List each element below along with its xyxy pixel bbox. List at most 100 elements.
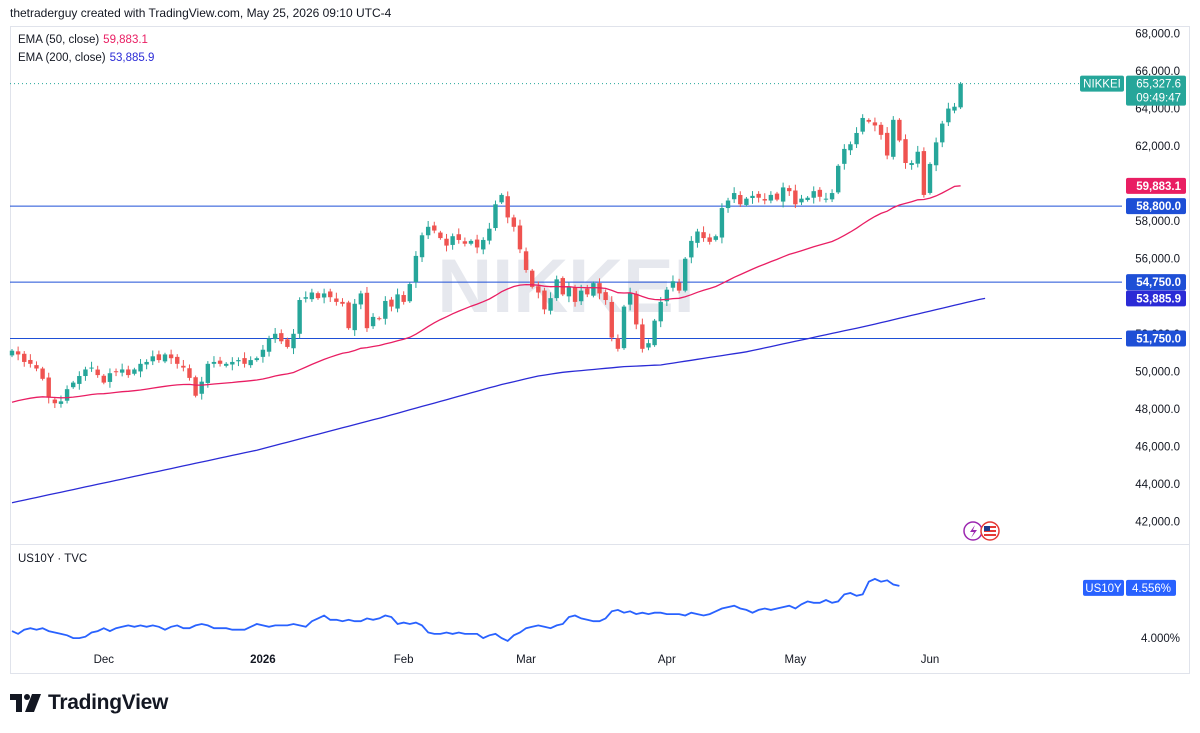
candle-body [744, 198, 749, 205]
candle-body [34, 365, 39, 369]
candle-body [707, 237, 712, 242]
tradingview-logo-icon [10, 694, 41, 712]
x-tick-label: Mar [516, 654, 536, 666]
x-tick-label: Apr [658, 654, 676, 666]
candle-body [878, 124, 884, 135]
candle-body [646, 343, 651, 348]
candle-body [309, 292, 315, 300]
candle-body [872, 122, 878, 126]
candle-body [799, 198, 804, 203]
ema200-price-tag-text: 53,885.9 [1136, 293, 1181, 305]
candle-body [946, 108, 951, 123]
candle-body [725, 200, 731, 209]
candle-body [266, 338, 272, 352]
candle-body [285, 339, 290, 347]
hline-price-tag-2-bg [1126, 274, 1186, 291]
candle-body [181, 365, 186, 368]
candle-body [138, 363, 143, 372]
hline-price-tag-3: 51,750.0 [1126, 330, 1186, 347]
candle-body [505, 196, 510, 218]
candle-body [756, 193, 761, 198]
ema50-line [11, 185, 961, 403]
candle-body [823, 198, 829, 200]
candle-body [58, 401, 64, 404]
candle-body [156, 354, 162, 361]
candle-body [542, 290, 547, 310]
candle-body [658, 301, 663, 322]
candle-body [199, 381, 204, 394]
candle-body [701, 232, 706, 239]
us10y-legend-label: US10Y · TVC [18, 553, 88, 565]
candle-body [242, 358, 247, 364]
ema50-price-tag-text: 59,883.1 [1136, 181, 1181, 193]
nikkei-price-tag: 65,327.6 [1136, 79, 1181, 91]
candle-body [891, 119, 896, 157]
candle-body [40, 368, 45, 379]
candle-body [842, 148, 847, 164]
candle-body [224, 363, 229, 366]
candle-body [603, 292, 608, 301]
candle-body [609, 301, 614, 338]
candle-body [897, 119, 902, 141]
candle-body [768, 194, 774, 201]
ema50-price-tag: 59,883.1 [1126, 177, 1186, 194]
candle-body [958, 83, 963, 108]
ema200-line [11, 297, 986, 504]
us10y-price-tag-bg [1126, 579, 1176, 596]
candle-body [211, 361, 217, 364]
candle-body [389, 299, 394, 307]
candle-body [413, 255, 419, 283]
candle-body [780, 187, 786, 202]
ema50-legend[interactable]: EMA (50, close) 59,883.1 [18, 34, 148, 46]
x-tick-label: Jun [921, 654, 940, 666]
candle-body [499, 194, 504, 203]
candle-body [474, 239, 480, 248]
candle-body [634, 293, 639, 325]
tradingview-logo[interactable]: TradingView [10, 690, 168, 716]
candle-body [321, 293, 327, 298]
nikkei-countdown: 09:49:47 [1136, 93, 1181, 105]
hline-price-tag-3-text: 51,750.0 [1136, 333, 1181, 345]
candle-body [933, 142, 939, 166]
us10y-legend[interactable]: US10Y · TVC [18, 553, 87, 565]
candle-body [578, 290, 584, 302]
candle-body [217, 360, 223, 364]
candle-body [548, 298, 553, 311]
candle-body [689, 240, 694, 258]
nikkei-symbol-tag: NIKKEI [1083, 79, 1121, 91]
candle-body [370, 316, 376, 327]
ema200-legend-value: 53,885.9 [109, 52, 155, 64]
candle-body [731, 193, 737, 200]
candle-body [126, 369, 131, 376]
x-tick-label: May [784, 654, 806, 666]
hline-price-tag-1: 58,800.0 [1126, 198, 1186, 215]
candle-body [15, 351, 21, 355]
candle-body [481, 239, 486, 250]
candle-body [346, 302, 351, 329]
candle-body [927, 163, 933, 193]
candle-body [230, 361, 235, 365]
us10y-y-tick-label: 4.000% [1141, 633, 1180, 645]
candle-body [468, 240, 474, 244]
candle-body [462, 241, 468, 244]
y-tick-label: 64,000.0 [1135, 104, 1180, 116]
candle-body [297, 300, 302, 334]
candle-body [774, 193, 780, 200]
candle-body [652, 320, 657, 346]
candle-body [303, 297, 308, 299]
y-tick-label: 48,000.0 [1135, 404, 1180, 416]
candle-body [572, 287, 578, 302]
candle-body [664, 289, 670, 302]
y-tick-label: 56,000.0 [1135, 254, 1180, 266]
candle-body [903, 139, 908, 164]
candle-body [132, 369, 137, 374]
ema200-legend[interactable]: EMA (200, close) 53,885.9 [18, 52, 154, 64]
us10y-symbol-tag: US10Y [1085, 583, 1122, 595]
candle-body [315, 293, 321, 299]
candle-body [915, 151, 920, 164]
candle-body [22, 353, 27, 362]
candle-body [848, 144, 853, 151]
ema200-price-tag: 53,885.9 [1126, 290, 1186, 307]
candle-body [279, 333, 284, 342]
